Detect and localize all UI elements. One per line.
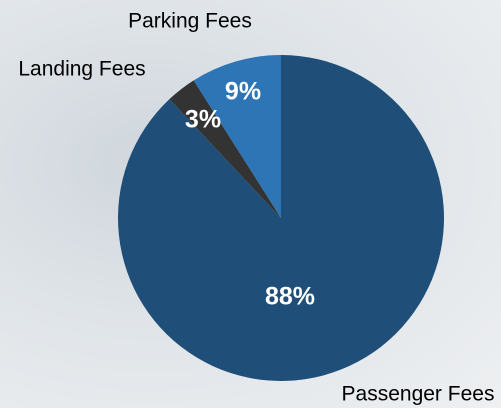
category-label: Landing Fees [18,58,145,81]
page: Passenger Fees 88% Landing Fees 3% Parking F… [0,0,501,408]
value-label: 3% [185,106,221,134]
value-label: 88% [265,283,315,311]
category-label: Passenger Fees [342,383,495,406]
chart: Passenger Fees 88% Landing Fees 3% Parking F… [0,0,501,408]
value-label: 9% [225,78,261,106]
category-label: Parking Fees [128,10,252,33]
